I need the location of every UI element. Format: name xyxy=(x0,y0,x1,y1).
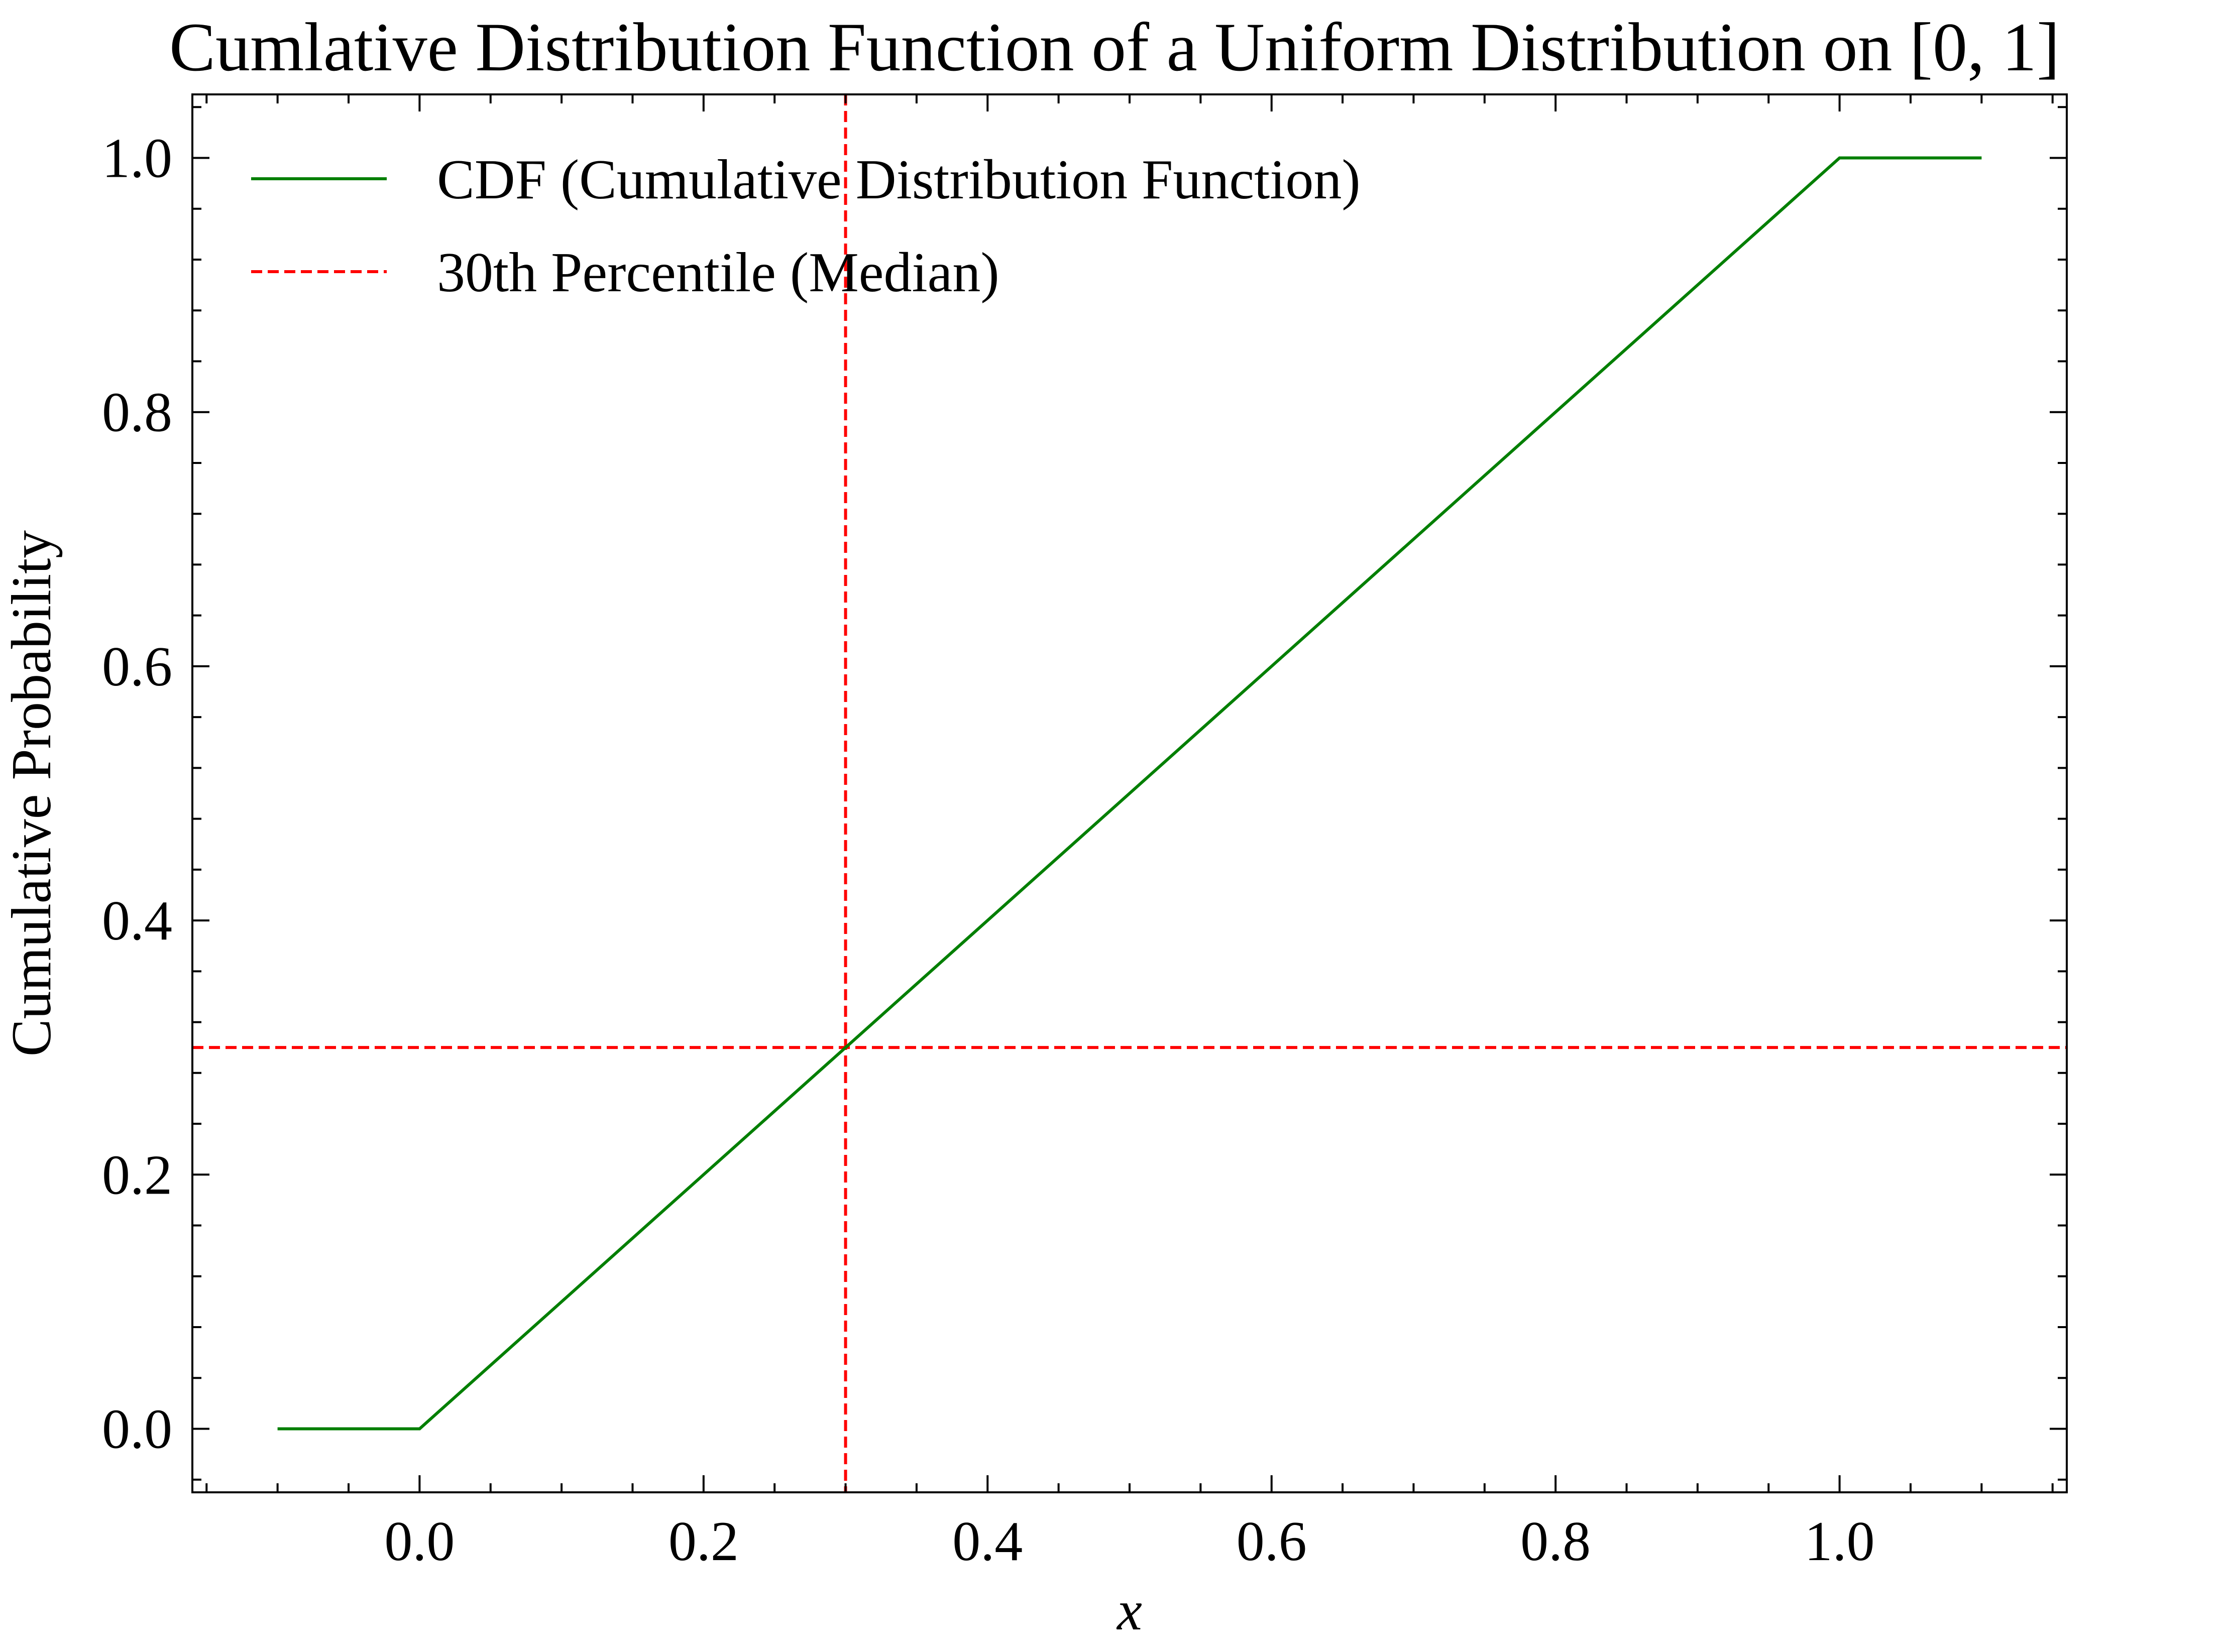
x-tick-label: 0.8 xyxy=(1520,1510,1591,1573)
x-axis-tick-labels: 0.0 0.2 0.4 0.6 0.8 1.0 xyxy=(384,1510,1874,1573)
legend-label-cdf: CDF (Cumulative Distribution Function) xyxy=(437,149,1361,211)
x-tick-label: 0.0 xyxy=(384,1510,455,1573)
legend: CDF (Cumulative Distribution Function) 3… xyxy=(251,149,1361,304)
y-axis-label: Cumulative Probability xyxy=(1,530,63,1056)
y-tick-label: 0.4 xyxy=(102,890,172,952)
y-tick-label: 0.6 xyxy=(102,636,172,698)
plot-area xyxy=(192,94,2067,1492)
x-tick-label: 0.4 xyxy=(952,1510,1023,1573)
legend-label-percentile: 30th Percentile (Median) xyxy=(437,242,999,304)
x-axis-label: x xyxy=(1116,1580,1142,1642)
y-tick-label: 0.0 xyxy=(102,1398,172,1460)
x-tick-label: 0.6 xyxy=(1237,1510,1307,1573)
x-tick-label: 0.2 xyxy=(668,1510,739,1573)
axis-ticks xyxy=(192,94,2067,1492)
x-tick-label: 1.0 xyxy=(1805,1510,1875,1573)
y-tick-label: 0.2 xyxy=(102,1144,172,1206)
y-axis-tick-labels: 0.0 0.2 0.4 0.6 0.8 1.0 xyxy=(102,128,172,1461)
series-line-cdf xyxy=(277,156,1982,1431)
y-tick-label: 1.0 xyxy=(102,128,172,190)
chart-title: Cumlative Distribution Function of a Uni… xyxy=(169,9,2060,85)
axes-frame xyxy=(191,93,2068,1493)
y-tick-label: 0.8 xyxy=(102,382,172,444)
